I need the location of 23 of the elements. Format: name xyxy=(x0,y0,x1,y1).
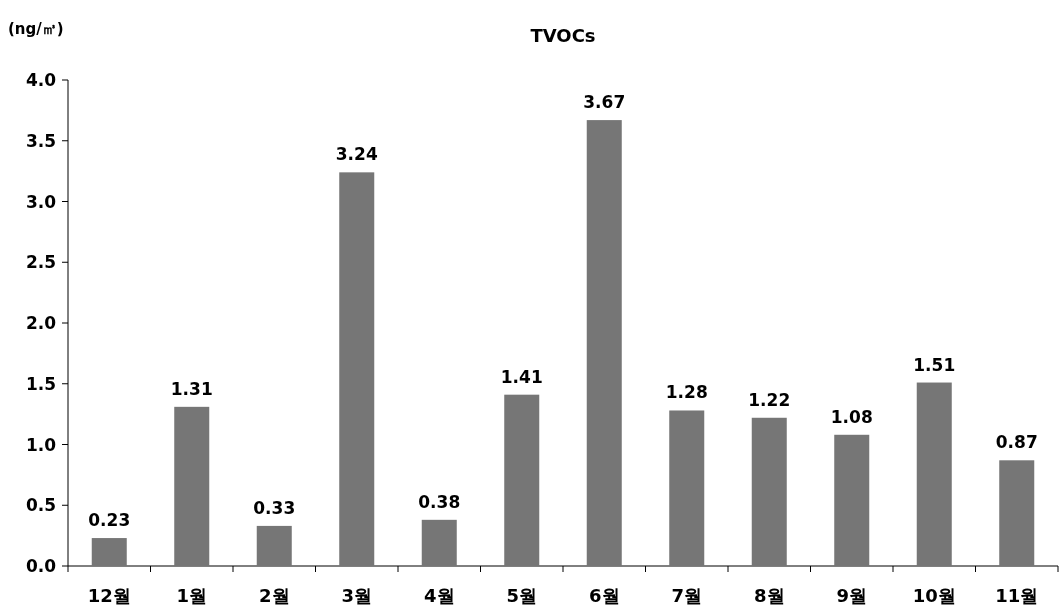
x-tick-label: 7월 xyxy=(671,585,703,606)
y-tick-label: 3.0 xyxy=(25,191,57,212)
y-tick-label: 0.5 xyxy=(25,495,56,516)
x-tick-label: 2월 xyxy=(258,585,290,606)
x-tick-label: 1월 xyxy=(176,585,208,606)
x-tick-label: 5월 xyxy=(506,585,538,606)
x-tick-label: 10월 xyxy=(912,585,956,606)
y-tick-label: 1.0 xyxy=(25,434,57,455)
x-tick-label: 6월 xyxy=(588,585,620,606)
x-tick-label: 12월 xyxy=(87,585,131,606)
ylabel: (ng/㎥) xyxy=(8,20,64,38)
x-tick-label: 4월 xyxy=(423,585,455,606)
x-tick-label: 8월 xyxy=(753,585,785,606)
y-tick-label: 2.0 xyxy=(25,313,57,333)
y-tick-label: 3.5 xyxy=(25,130,56,151)
x-tick-label: 9월 xyxy=(836,585,868,606)
y-tick-label: 4.0 xyxy=(25,70,57,90)
y-tick-label: 2.5 xyxy=(25,252,56,273)
title: TVOCs xyxy=(530,25,596,46)
x-tick-label: 11월 xyxy=(995,585,1039,606)
y-tick-label: 0.0 xyxy=(25,556,57,576)
y-tick-label: 1.5 xyxy=(25,373,56,394)
x-tick-label: 3월 xyxy=(341,585,373,606)
